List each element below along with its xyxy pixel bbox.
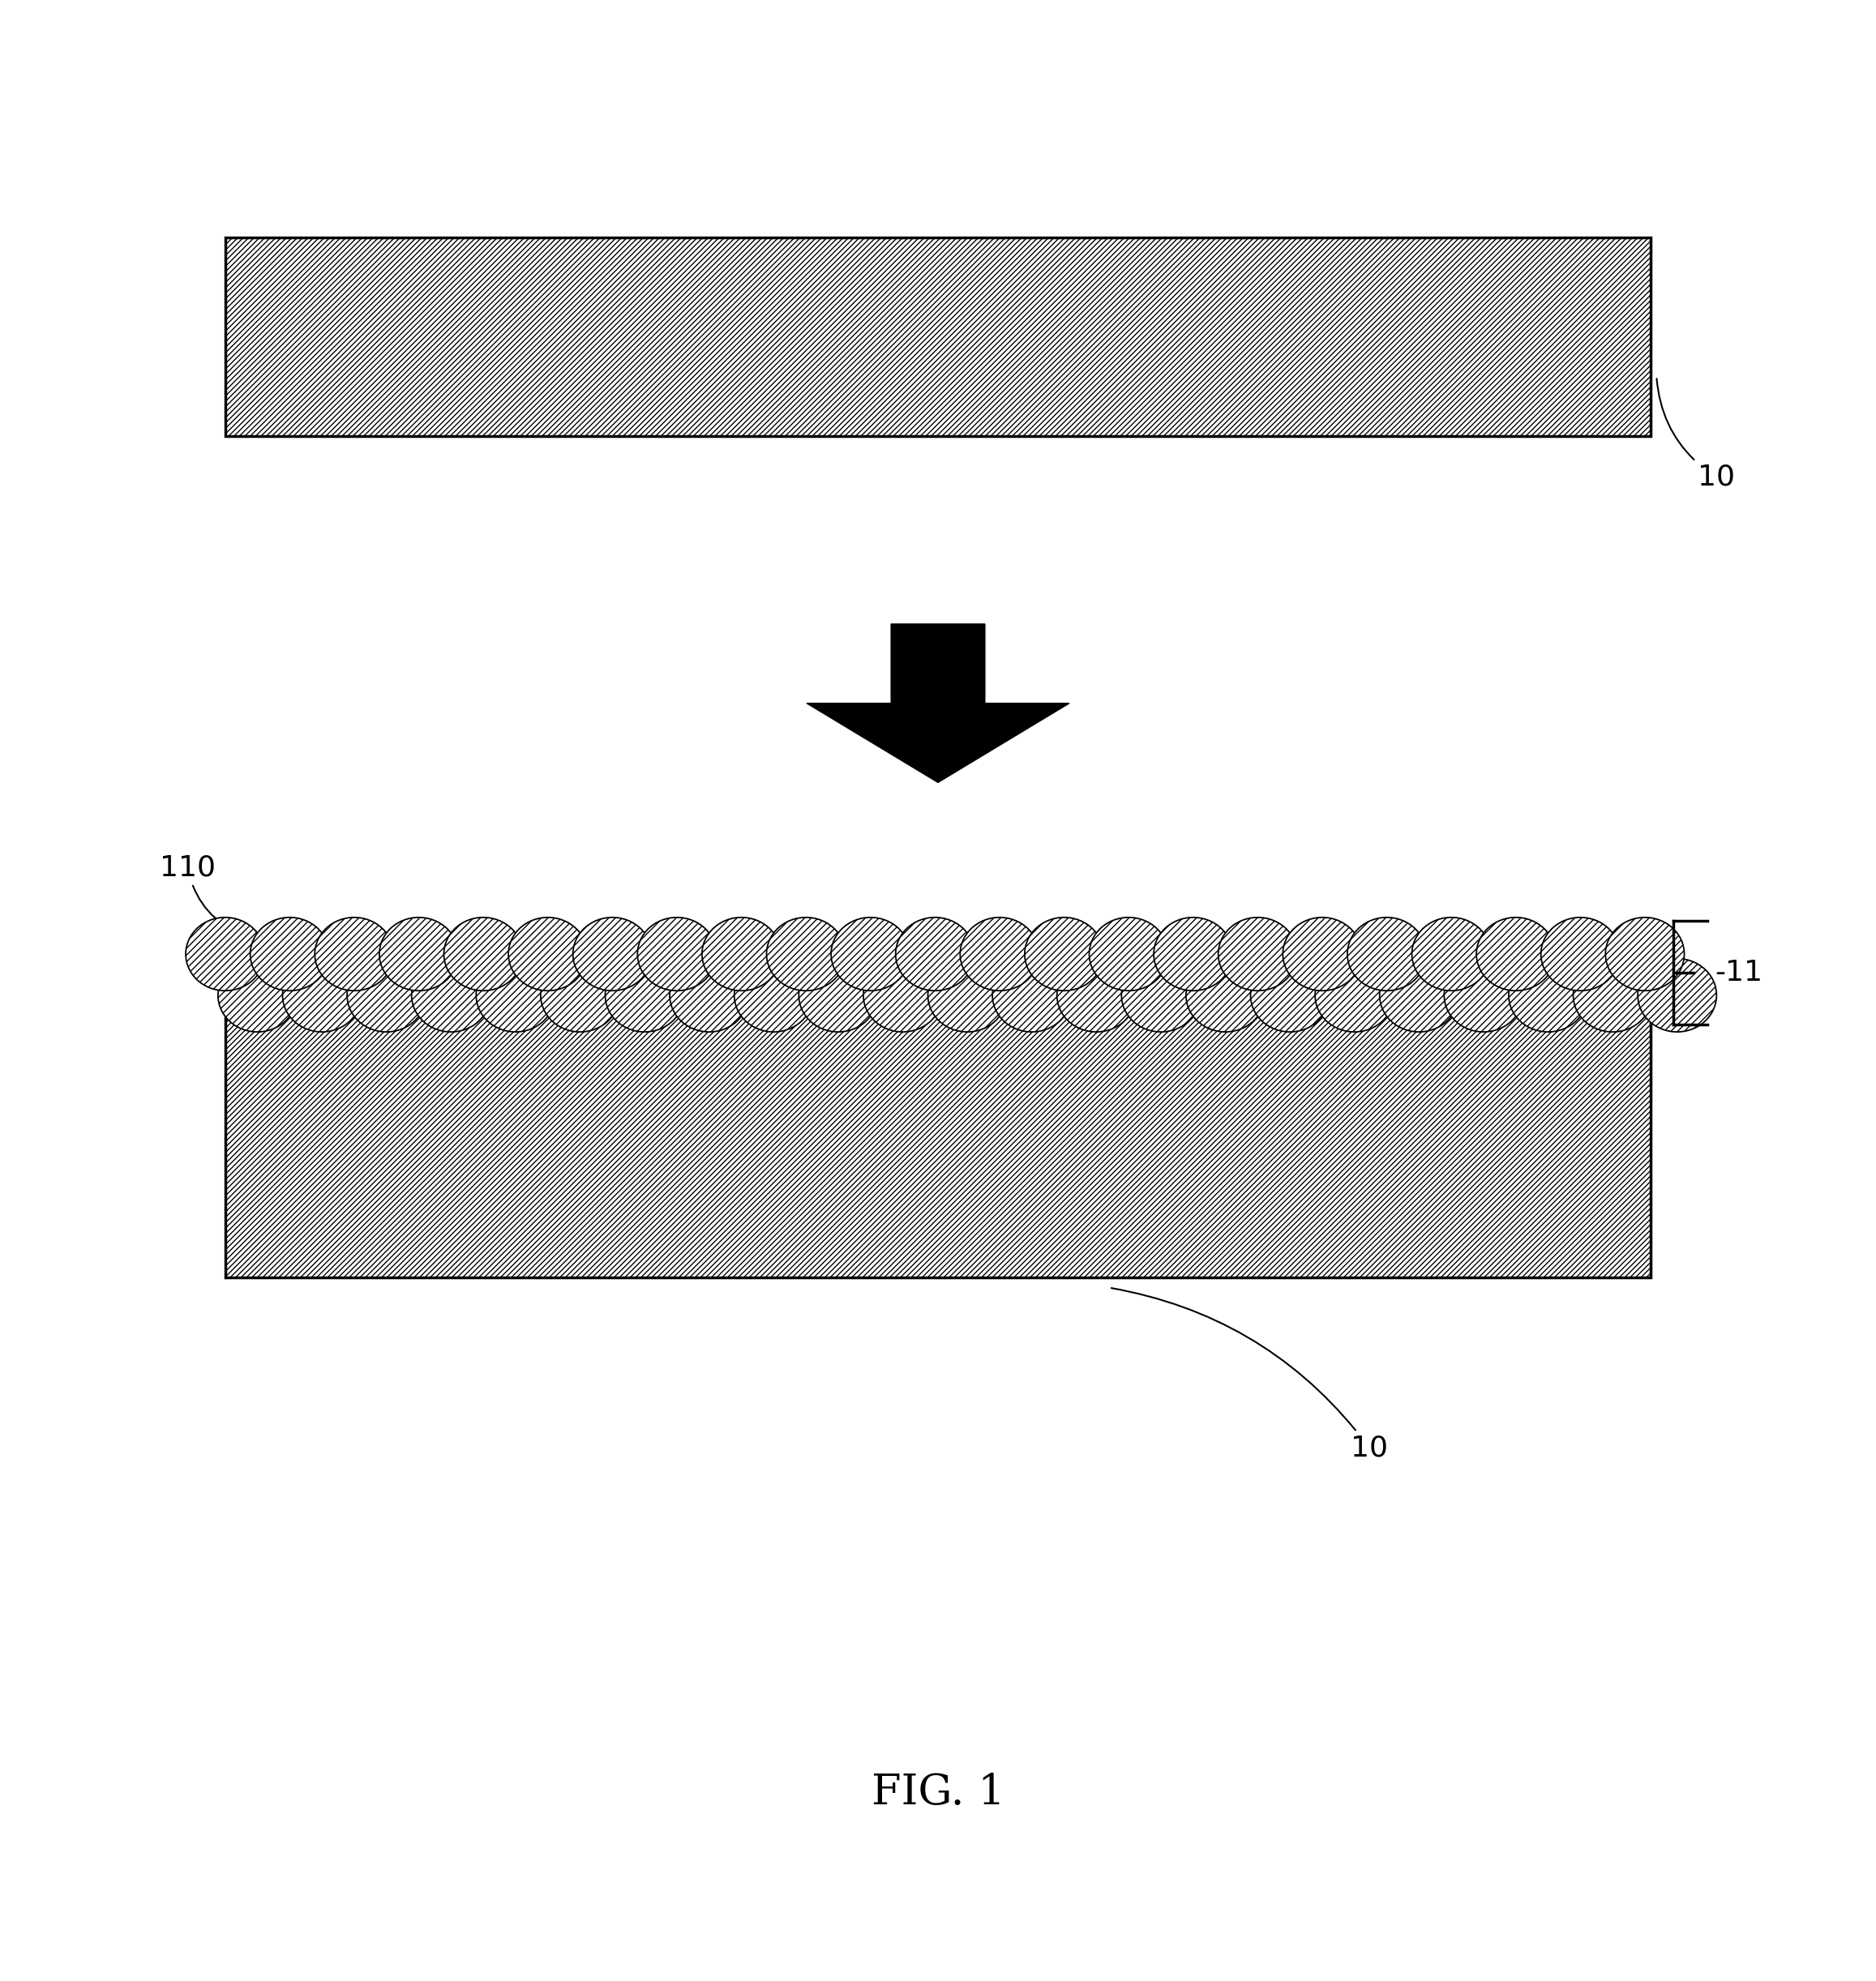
Text: 110: 110 xyxy=(159,854,251,937)
Ellipse shape xyxy=(186,917,265,990)
Ellipse shape xyxy=(250,917,328,990)
Ellipse shape xyxy=(767,917,846,990)
Ellipse shape xyxy=(734,959,812,1032)
Ellipse shape xyxy=(1574,959,1653,1032)
Text: -11: -11 xyxy=(1715,959,1762,987)
Ellipse shape xyxy=(1154,917,1233,990)
Ellipse shape xyxy=(1283,917,1362,990)
Ellipse shape xyxy=(283,959,362,1032)
Ellipse shape xyxy=(799,959,878,1032)
Ellipse shape xyxy=(863,959,942,1032)
Bar xyxy=(225,1010,1651,1278)
Ellipse shape xyxy=(606,959,685,1032)
Bar xyxy=(225,238,1651,436)
Ellipse shape xyxy=(1445,959,1523,1032)
Ellipse shape xyxy=(572,917,651,990)
Ellipse shape xyxy=(218,959,296,1032)
Ellipse shape xyxy=(411,959,490,1032)
Text: 10: 10 xyxy=(1111,1288,1388,1462)
Ellipse shape xyxy=(1186,959,1264,1032)
Ellipse shape xyxy=(540,959,619,1032)
Ellipse shape xyxy=(1638,959,1717,1032)
Ellipse shape xyxy=(1476,917,1555,990)
Ellipse shape xyxy=(1606,917,1685,990)
Ellipse shape xyxy=(702,917,780,990)
Ellipse shape xyxy=(1347,917,1426,990)
Ellipse shape xyxy=(670,959,749,1032)
Ellipse shape xyxy=(1540,917,1619,990)
Ellipse shape xyxy=(347,959,426,1032)
Polygon shape xyxy=(807,624,1069,782)
Ellipse shape xyxy=(992,959,1071,1032)
Ellipse shape xyxy=(1413,917,1491,990)
Ellipse shape xyxy=(1379,959,1458,1032)
Ellipse shape xyxy=(379,917,458,990)
Ellipse shape xyxy=(508,917,587,990)
Ellipse shape xyxy=(1315,959,1394,1032)
Ellipse shape xyxy=(961,917,1039,990)
Ellipse shape xyxy=(1122,959,1201,1032)
Ellipse shape xyxy=(1024,917,1103,990)
Ellipse shape xyxy=(1218,917,1296,990)
Ellipse shape xyxy=(315,917,394,990)
Ellipse shape xyxy=(929,959,1007,1032)
Ellipse shape xyxy=(1251,959,1330,1032)
Ellipse shape xyxy=(1056,959,1135,1032)
Ellipse shape xyxy=(895,917,974,990)
Ellipse shape xyxy=(638,917,717,990)
Ellipse shape xyxy=(477,959,555,1032)
Ellipse shape xyxy=(1508,959,1587,1032)
Text: 10: 10 xyxy=(1657,378,1735,491)
Ellipse shape xyxy=(1090,917,1169,990)
Text: FIG. 1: FIG. 1 xyxy=(870,1773,1006,1813)
Ellipse shape xyxy=(445,917,523,990)
Ellipse shape xyxy=(831,917,910,990)
